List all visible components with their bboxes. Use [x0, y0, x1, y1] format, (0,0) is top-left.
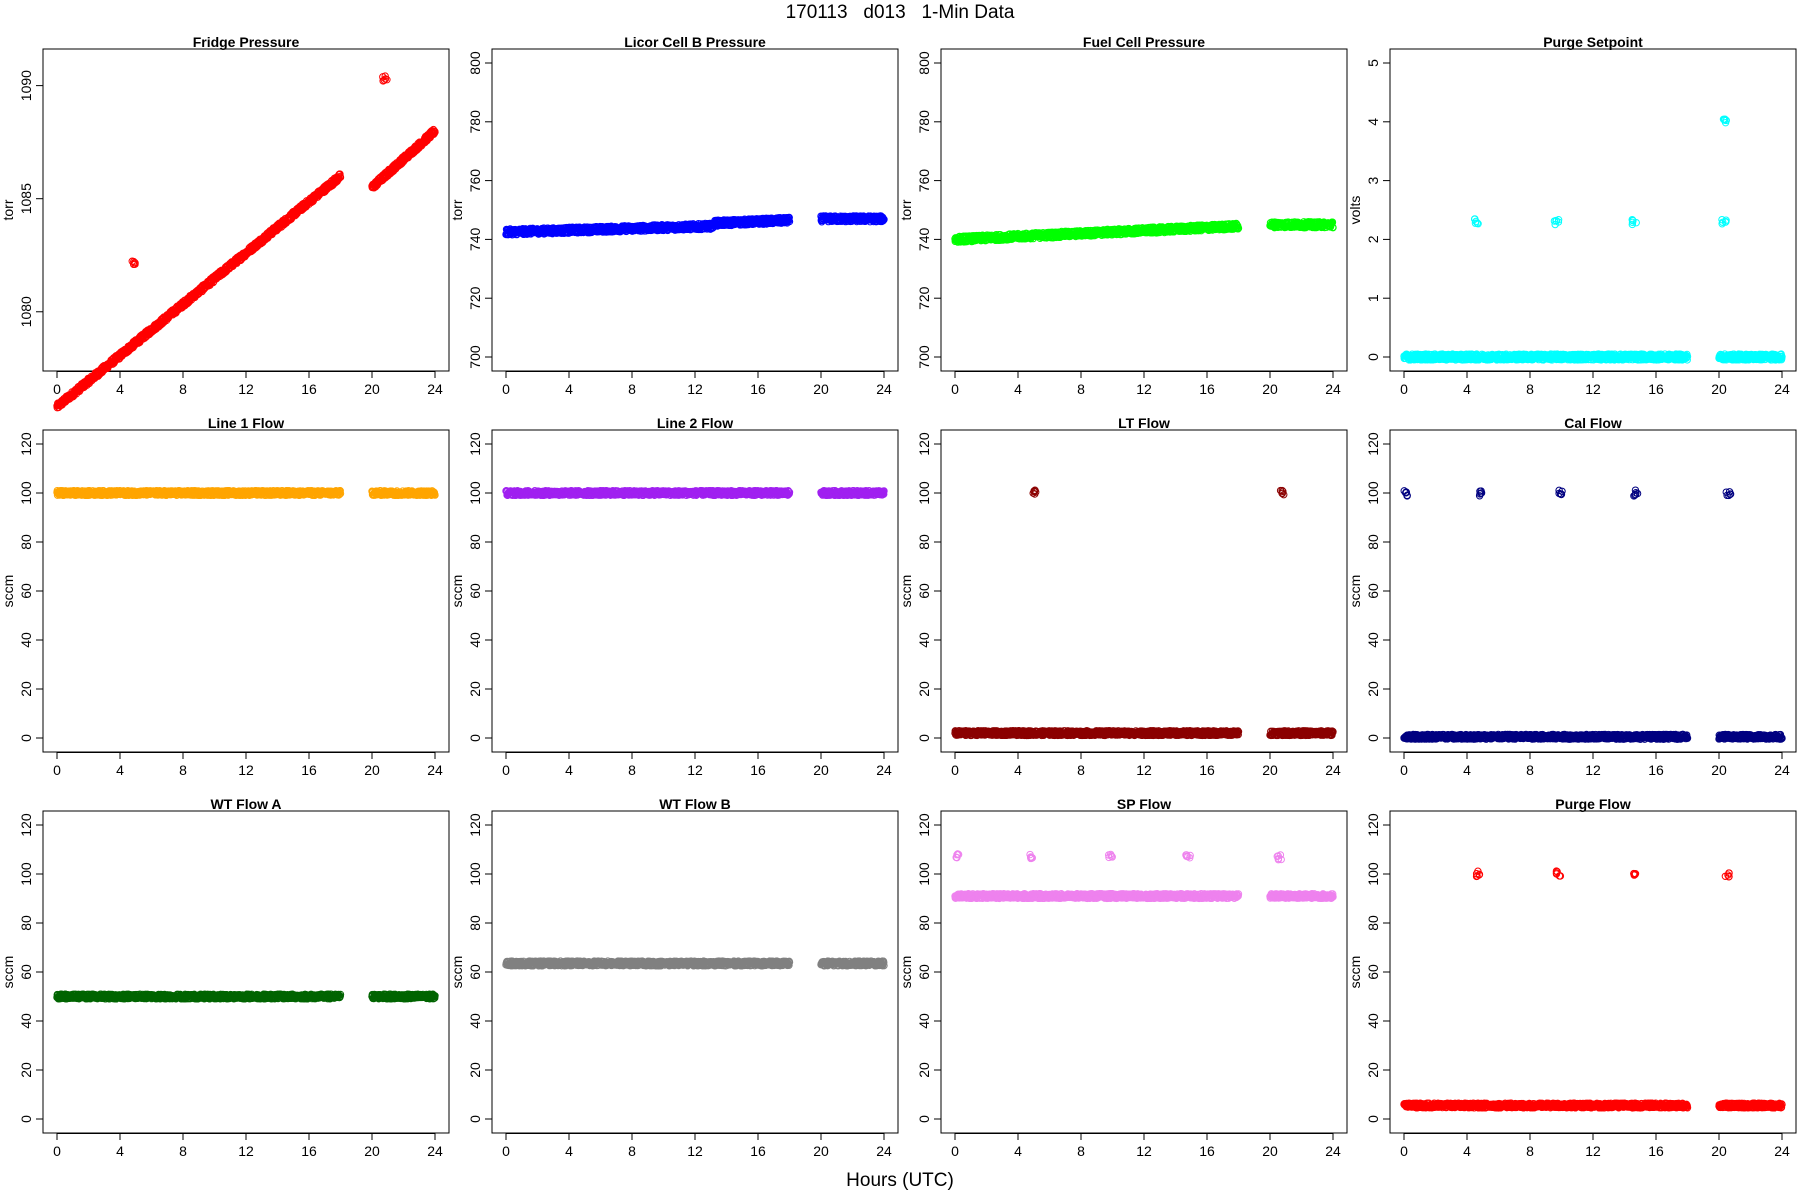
page-title: 170113 d013 1-Min Data: [785, 2, 1015, 23]
x-tick-label: 24: [1774, 381, 1790, 397]
y-tick-label: 4: [1365, 118, 1381, 126]
y-tick-label: 720: [916, 286, 932, 310]
y-tick-label: 3: [1365, 176, 1381, 184]
x-tick-label: 0: [1400, 381, 1408, 397]
x-tick-label: 20: [1711, 381, 1727, 397]
y-tick-label: 1085: [18, 183, 34, 214]
x-tick-label: 24: [876, 381, 892, 397]
x-tick-label: 12: [1585, 381, 1601, 397]
y-tick-label: 780: [467, 110, 483, 134]
panel-title: Fuel Cell Pressure: [1083, 34, 1205, 50]
x-tick-label: 16: [750, 381, 766, 397]
x-tick-label: 24: [1325, 381, 1341, 397]
x-tick-label: 20: [1262, 381, 1278, 397]
plot-frame: [491, 48, 899, 372]
chart-panel: Licor Cell B Pressure torr 0 4 8 12 16 20 24 700 7…: [449, 34, 899, 397]
chart-panel: Fridge Pressure torr 0 4 8 12 16 20 24 1080 1085 10…: [0, 34, 450, 412]
x-tick-label: 4: [1463, 381, 1471, 397]
y-tick-label: 2: [1365, 235, 1381, 243]
y-tick-label: 700: [467, 345, 483, 369]
chart-panel: Fuel Cell Pressure torr 0 4 8 12 16 20 24 700 720 7…: [898, 34, 1348, 397]
y-tick-label: 0: [1365, 353, 1381, 361]
x-tick-label: 8: [1077, 381, 1085, 397]
x-tick-label: 0: [53, 381, 61, 397]
x-tick-label: 20: [813, 381, 829, 397]
y-tick-label: 700: [916, 345, 932, 369]
y-tick-label: 740: [467, 228, 483, 252]
y-tick-label: 720: [467, 286, 483, 310]
x-tick-label: 24: [427, 381, 443, 397]
x-tick-label: 12: [238, 381, 254, 397]
plot-frame: [1389, 48, 1797, 372]
panel-title: Licor Cell B Pressure: [624, 34, 766, 50]
x-tick-label: 16: [301, 381, 317, 397]
plot-frame: [42, 48, 450, 372]
panel-title: Fridge Pressure: [193, 34, 300, 50]
x-tick-label: 0: [502, 381, 510, 397]
panel-title: Purge Setpoint: [1543, 34, 1643, 50]
y-axis-label: volts: [1347, 196, 1363, 225]
x-tick-label: 8: [179, 381, 187, 397]
x-tick-label: 16: [1648, 381, 1664, 397]
y-tick-label: 800: [916, 51, 932, 75]
x-tick-label: 20: [364, 381, 380, 397]
y-tick-label: 760: [916, 169, 932, 193]
y-axis-label: torr: [449, 199, 465, 220]
x-tick-label: 4: [565, 381, 573, 397]
y-tick-label: 760: [467, 169, 483, 193]
y-tick-label: 740: [916, 228, 932, 252]
plot-frame: [940, 48, 1348, 372]
x-tick-label: 4: [116, 381, 124, 397]
x-tick-label: 12: [1136, 381, 1152, 397]
y-tick-label: 1: [1365, 294, 1381, 302]
x-tick-label: 0: [951, 381, 959, 397]
y-axis-label: torr: [898, 199, 914, 220]
x-tick-label: 4: [1014, 381, 1022, 397]
y-tick-label: 1080: [18, 296, 34, 327]
x-tick-label: 12: [687, 381, 703, 397]
x-tick-label: 8: [1526, 381, 1534, 397]
y-axis-label: torr: [0, 199, 16, 220]
y-tick-label: 5: [1365, 59, 1381, 67]
y-tick-label: 800: [467, 51, 483, 75]
x-tick-label: 8: [628, 381, 636, 397]
x-tick-label: 16: [1199, 381, 1215, 397]
y-tick-label: 1090: [18, 70, 34, 101]
y-tick-label: 780: [916, 110, 932, 134]
